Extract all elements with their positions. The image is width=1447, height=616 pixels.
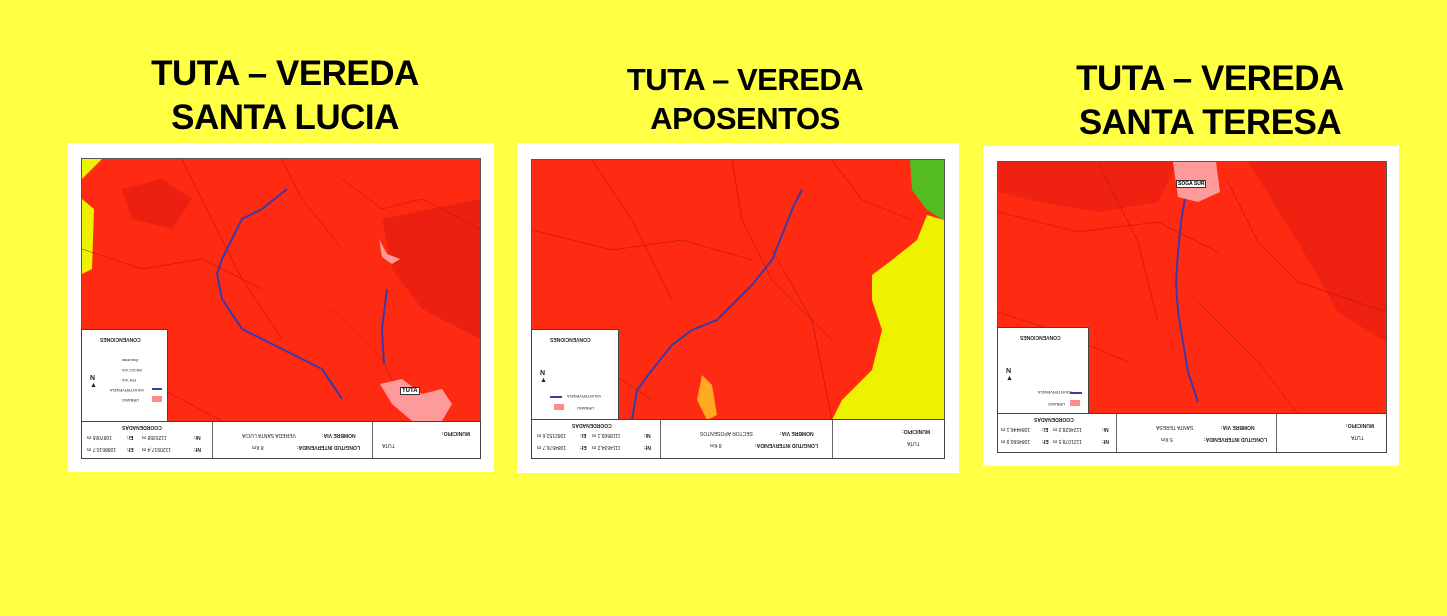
legend-item-urbano: URBANO <box>122 398 140 403</box>
nombre-via-value: SANTA TERESA <box>1156 424 1194 430</box>
longitud-value: 8 Km <box>252 444 264 450</box>
ei-value: 1084446,1 m <box>1001 426 1031 432</box>
map-card-aposentos: CONVENCIONES VIA INTERVENIDA URBANO N ▲ C… <box>517 143 959 473</box>
via-cell: SECTOR APOSENTOS NOMBRE VIA: 8 Km LONGIT… <box>660 420 833 458</box>
via-line-swatch <box>550 396 562 398</box>
title-line-1: TUTA – VEREDA <box>626 62 864 97</box>
legend-panel: CONVENCIONES VIA INTERVENIDA URBANO N ▲ <box>997 327 1089 415</box>
legend-panel: CONVENCIONES VIA INTERVENIDA URBANO N ▲ <box>531 329 619 421</box>
legend-item-via-intervenida: VIA INTERVENIDA <box>567 394 602 399</box>
ei-value: 1087065 m <box>87 434 113 440</box>
ni-value: 1118669,1 m <box>592 432 621 438</box>
longitud-label: LONGITUD INTERVENIDA: <box>755 442 818 448</box>
nf-value: 1120917,4 m <box>142 446 171 452</box>
legend-item-fin-via: FIN VIA <box>122 378 137 383</box>
ef-label: Ef: <box>127 446 134 452</box>
title-line-2: SANTA LUCIA <box>171 97 399 137</box>
map-card-santa-lucia: TUTA CONVENCIONES Escuelas INICIO VIA FI… <box>68 143 494 472</box>
via-line-swatch <box>1070 392 1082 394</box>
nombre-via-label: NOMBRE VIA: <box>780 430 814 436</box>
nombre-via-value: VEREDA SANTA LUCIA <box>242 432 296 438</box>
via-line-swatch <box>152 388 162 390</box>
north-arrow-icon: N ▲ <box>90 375 97 389</box>
ef-value: 1084560,9 m <box>1001 438 1031 444</box>
ef-value: 1088610,7 m <box>87 446 117 452</box>
map-title-santa-lucia: TUTA – VEREDA SANTA LUCIA <box>120 52 450 140</box>
municipio-value: TUTA <box>1351 434 1364 440</box>
ni-value: 1125358 m <box>142 434 167 440</box>
title-line-2: SANTA TERESA <box>1078 102 1342 142</box>
coords-header: COORDENADAS <box>1034 416 1074 422</box>
legend-item-inicio-via: INICIO VIA <box>122 368 142 373</box>
legend-item-via-intervenida: VIA INTERVENIDA <box>1038 390 1073 395</box>
map-title-santa-teresa: TUTA – VEREDA SANTA TERESA <box>1050 57 1370 145</box>
coords-cell: COORDENADAS 1124628,3 m Ni: 1084446,1 m … <box>998 414 1117 452</box>
legend-panel: CONVENCIONES Escuelas INICIO VIA FIN VIA… <box>81 329 168 423</box>
longitud-value: 5 Km <box>1161 436 1173 442</box>
municipio-label: MUNICIPIO: <box>442 430 471 436</box>
map-area: SOGA SUR <box>997 161 1387 415</box>
nf-value: 1121078,5 m <box>1053 438 1082 444</box>
title-line-1: TUTA – VEREDA <box>151 54 419 93</box>
coords-header: COORDENADAS <box>572 422 612 428</box>
longitud-label: LONGITUD INTERVENIDA: <box>1204 436 1267 442</box>
north-arrow-icon: N ▲ <box>540 370 547 384</box>
municipio-value: TUTA <box>382 442 395 448</box>
ni-label: Ni: <box>644 432 651 438</box>
urbano-swatch <box>1070 400 1080 406</box>
info-bar: COORDENADAS 1124628,3 m Ni: 1084446,1 m … <box>997 413 1387 453</box>
nombre-via-label: NOMBRE VIA: <box>322 432 356 438</box>
ni-label: Ni: <box>1102 426 1109 432</box>
title-line-1: TUTA – VEREDA <box>1076 59 1344 98</box>
map-card-santa-teresa: SOGA SUR CONVENCIONES VIA INTERVENIDA UR… <box>983 146 1399 466</box>
legend-item-urbano: URBANO <box>1048 402 1066 407</box>
municipio-label: MUNICIPIO: <box>902 428 931 434</box>
longitud-label: LONGITUD INTERVENIDA: <box>297 444 360 450</box>
nf-value: 1114634,2 m <box>592 444 621 450</box>
town-label-soga-sur: SOGA SUR <box>1176 180 1207 188</box>
ei-label: Ei: <box>580 432 587 438</box>
title-line-2: APOSENTOS <box>650 100 840 136</box>
urbano-swatch <box>554 404 564 410</box>
municipio-label: MUNICIPIO: <box>1346 422 1375 428</box>
map-title-aposentos: TUTA – VEREDA APOSENTOS <box>590 61 900 139</box>
coords-header: COORDENADAS <box>122 424 162 430</box>
municipio-cell: MUNICIPIO: TUTA <box>372 422 480 458</box>
municipio-cell: MUNICIPIO: TUTA <box>1276 414 1386 452</box>
north-arrow-icon: N ▲ <box>1006 368 1013 382</box>
ef-label: Ef: <box>580 444 587 450</box>
legend-title: CONVENCIONES <box>1020 334 1061 340</box>
via-cell: SANTA TERESA NOMBRE VIA: 5 Km LONGITUD I… <box>1116 414 1277 452</box>
coords-cell: COORDENADAS 1125358 m Ni: 1087065 m Ei: … <box>82 422 213 458</box>
nombre-via-value: SECTOR APOSENTOS <box>700 430 753 436</box>
ei-label: Ei: <box>1042 426 1049 432</box>
town-label-tuta: TUTA <box>400 387 420 395</box>
via-cell: VEREDA SANTA LUCIA NOMBRE VIA: 8 Km LONG… <box>212 422 373 458</box>
urbano-swatch <box>152 396 162 402</box>
legend-title: CONVENCIONES <box>100 336 141 342</box>
info-bar: COORDENADAS 1118669,1 m Ni: 1082152,6 m … <box>531 419 945 459</box>
ei-value: 1082152,6 m <box>537 432 567 438</box>
ei-label: Ei: <box>127 434 134 440</box>
legend-item-via-intervenida: VIA INTERVENIDA <box>110 388 145 393</box>
nf-label: Nf: <box>1102 438 1109 444</box>
coords-cell: COORDENADAS 1118669,1 m Ni: 1082152,6 m … <box>532 420 661 458</box>
ni-label: Ni: <box>194 434 201 440</box>
nombre-via-label: NOMBRE VIA: <box>1221 424 1255 430</box>
nf-label: Nf: <box>644 444 651 450</box>
ef-label: Ef: <box>1042 438 1049 444</box>
nf-label: Nf: <box>194 446 201 452</box>
municipio-cell: MUNICIPIO: TUTA <box>832 420 944 458</box>
municipio-value: TUTA <box>907 440 920 446</box>
legend-title: CONVENCIONES <box>550 336 591 342</box>
info-bar: COORDENADAS 1125358 m Ni: 1087065 m Ei: … <box>81 421 481 459</box>
longitud-value: 8 Km <box>710 442 722 448</box>
legend-item-escuelas: Escuelas <box>122 358 139 363</box>
ni-value: 1124628,3 m <box>1053 426 1082 432</box>
ef-value: 1084576,7 m <box>537 444 567 450</box>
legend-item-urbano: URBANO <box>577 406 595 411</box>
